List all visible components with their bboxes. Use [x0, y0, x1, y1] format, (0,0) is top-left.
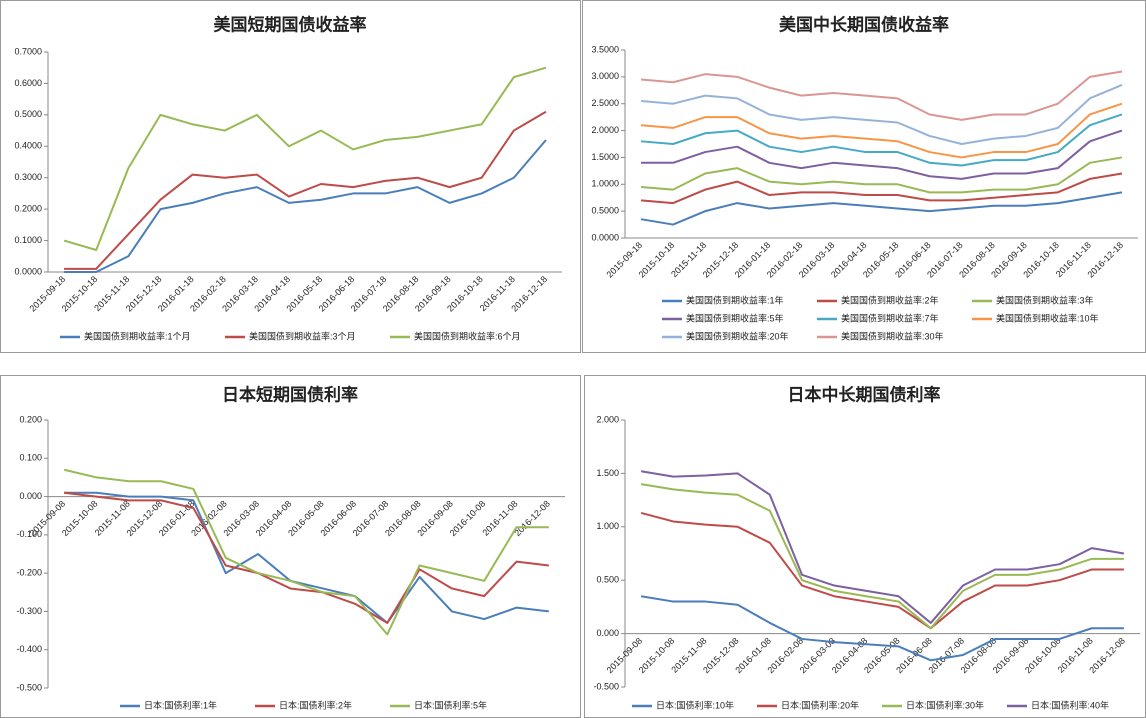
- y-tick-label: 2.000: [596, 414, 619, 424]
- series-line: [640, 70, 1123, 121]
- series-line: [640, 83, 1123, 145]
- legend-label: 美国国债到期收益率:6个月: [414, 330, 521, 341]
- series-line: [640, 102, 1123, 159]
- series-line: [64, 491, 549, 624]
- legend-label: 美国国债到期收益率:1年: [686, 294, 784, 305]
- legend-label: 美国国债到期收益率:2年: [841, 294, 939, 305]
- y-tick-label: 3.0000: [591, 71, 619, 81]
- series-line: [640, 172, 1123, 205]
- legend-label: 美国国债到期收益率:3年: [996, 294, 1094, 305]
- legend-label: 美国国债到期收益率:20年: [686, 330, 789, 341]
- legend-label: 美国国债到期收益率:30年: [841, 330, 944, 341]
- y-tick-label: 0.100: [19, 453, 42, 463]
- y-tick-label: 0.6000: [14, 78, 42, 88]
- y-tick-label: 1.5000: [591, 152, 619, 162]
- y-tick-label: 0.2000: [14, 204, 42, 214]
- y-tick-label: 0.000: [19, 491, 42, 501]
- y-tick-label: 0.200: [19, 414, 42, 424]
- y-tick-label: 1.0000: [591, 179, 619, 189]
- legend-label: 美国国债到期收益率:7年: [841, 312, 939, 323]
- y-tick-label: 0.0000: [14, 266, 42, 276]
- chart-title: 美国中长期国债收益率: [779, 14, 949, 34]
- legend-label: 日本:国债利率:5年: [414, 699, 487, 710]
- y-tick-label: -0.200: [16, 568, 42, 578]
- legend-label: 美国国债到期收益率:1个月: [84, 330, 191, 341]
- series-line: [640, 595, 1124, 662]
- chart-title: 日本短期国债利率: [222, 384, 358, 404]
- y-tick-label: 0.0000: [591, 232, 619, 242]
- y-tick-label: 1.000: [596, 521, 619, 531]
- series-line: [63, 468, 549, 636]
- chart-title: 美国短期国债收益率: [214, 14, 367, 34]
- chart-title: 日本中长期国债利率: [788, 384, 941, 404]
- y-tick-label: 0.000: [596, 628, 619, 638]
- legend-label: 日本:国债利率:1年: [144, 699, 217, 710]
- y-tick-label: 0.1000: [14, 235, 42, 245]
- panel-frame: [0, 0, 581, 353]
- y-tick-label: -0.500: [16, 682, 42, 692]
- y-tick-label: 0.4000: [14, 141, 42, 151]
- y-tick-label: 2.0000: [591, 125, 619, 135]
- legend-label: 美国国债到期收益率:5年: [686, 312, 784, 323]
- y-tick-label: 1.500: [596, 468, 619, 478]
- series-line: [63, 66, 547, 251]
- legend-label: 美国国债到期收益率:3个月: [249, 330, 356, 341]
- legend-label: 美国国债到期收益率:10年: [996, 312, 1099, 323]
- y-tick-label: -0.500: [593, 681, 619, 691]
- series-line: [640, 511, 1124, 630]
- legend-label: 日本:国债利率:30年: [906, 699, 984, 710]
- y-tick-label: 3.5000: [591, 44, 619, 54]
- series-line: [640, 113, 1123, 167]
- series-line: [640, 483, 1124, 630]
- series-line: [640, 191, 1123, 226]
- legend-label: 日本:国债利率:2年: [279, 699, 352, 710]
- series-line: [640, 470, 1125, 624]
- panel-frame: [582, 0, 1146, 353]
- series-line: [64, 139, 547, 273]
- y-tick-label: 0.5000: [14, 109, 42, 119]
- series-line: [64, 110, 547, 270]
- y-tick-label: 0.3000: [14, 172, 42, 182]
- y-tick-label: 0.7000: [14, 46, 42, 56]
- panel-frame: [0, 375, 581, 718]
- legend-label: 日本:国债利率:10年: [656, 699, 734, 710]
- panel-frame: [584, 375, 1146, 718]
- series-line: [640, 156, 1123, 194]
- y-tick-label: 0.5000: [591, 206, 619, 216]
- legend-label: 日本:国债利率:40年: [1031, 699, 1109, 710]
- series-line: [64, 491, 549, 624]
- series-line: [641, 129, 1123, 180]
- y-tick-label: -0.300: [16, 606, 42, 616]
- y-tick-label: -0.400: [16, 644, 42, 654]
- y-tick-label: 0.500: [596, 575, 619, 585]
- y-tick-label: -0.100: [16, 529, 42, 539]
- y-tick-label: 2.5000: [591, 98, 619, 108]
- legend-label: 日本:国债利率:20年: [781, 699, 859, 710]
